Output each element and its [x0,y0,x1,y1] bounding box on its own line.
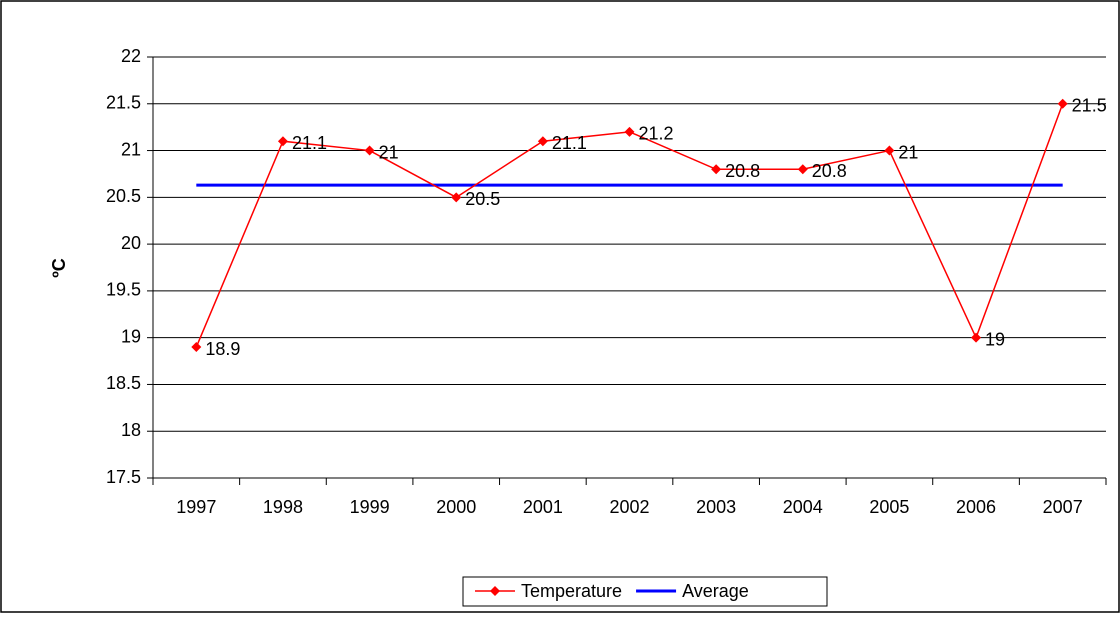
data-label: 21.2 [639,124,674,144]
y-tick-label: 17.5 [106,467,141,487]
x-tick-label: 1998 [263,497,303,517]
y-tick-label: 20 [121,233,141,253]
x-tick-label: 2004 [783,497,823,517]
x-tick-label: 2001 [523,497,563,517]
data-label: 20.5 [465,189,500,209]
x-tick-label: 2003 [696,497,736,517]
data-point [971,332,982,343]
data-label: 20.8 [812,161,847,181]
data-label: 21.5 [1072,96,1107,116]
data-point [1057,98,1068,109]
data-point [797,164,808,175]
x-tick-label: 1997 [176,497,216,517]
data-point [364,145,375,156]
data-point [624,126,635,137]
y-tick-label: 18 [121,420,141,440]
data-label: 21.1 [552,133,587,153]
y-tick-label: 22 [121,46,141,66]
x-tick-label: 1999 [350,497,390,517]
y-tick-label: 18.5 [106,373,141,393]
data-label: 19 [985,329,1005,349]
x-tick-label: 2006 [956,497,996,517]
y-tick-label: 19.5 [106,280,141,300]
legend: Temperature Average [462,576,828,607]
data-point [537,136,548,147]
y-tick-label: 19 [121,326,141,346]
data-label: 18.9 [205,339,240,359]
data-label: 21.1 [292,133,327,153]
data-point [277,136,288,147]
data-point [711,164,722,175]
x-tick-label: 2002 [609,497,649,517]
legend-marker [490,586,500,596]
data-label: 21 [379,142,399,162]
x-tick-label: 2000 [436,497,476,517]
y-tick-label: 20.5 [106,186,141,206]
data-label: 20.8 [725,161,760,181]
x-tick-label: 2007 [1043,497,1083,517]
data-label: 21 [898,142,918,162]
x-tick-label: 2005 [869,497,909,517]
y-tick-label: 21 [121,139,141,159]
data-point [884,145,895,156]
y-axis-label: ºC [49,258,69,278]
y-tick-label: 21.5 [106,93,141,113]
legend-label: Temperature [521,581,622,601]
data-point [451,192,462,203]
data-point [191,342,202,353]
legend-label: Average [682,581,749,601]
